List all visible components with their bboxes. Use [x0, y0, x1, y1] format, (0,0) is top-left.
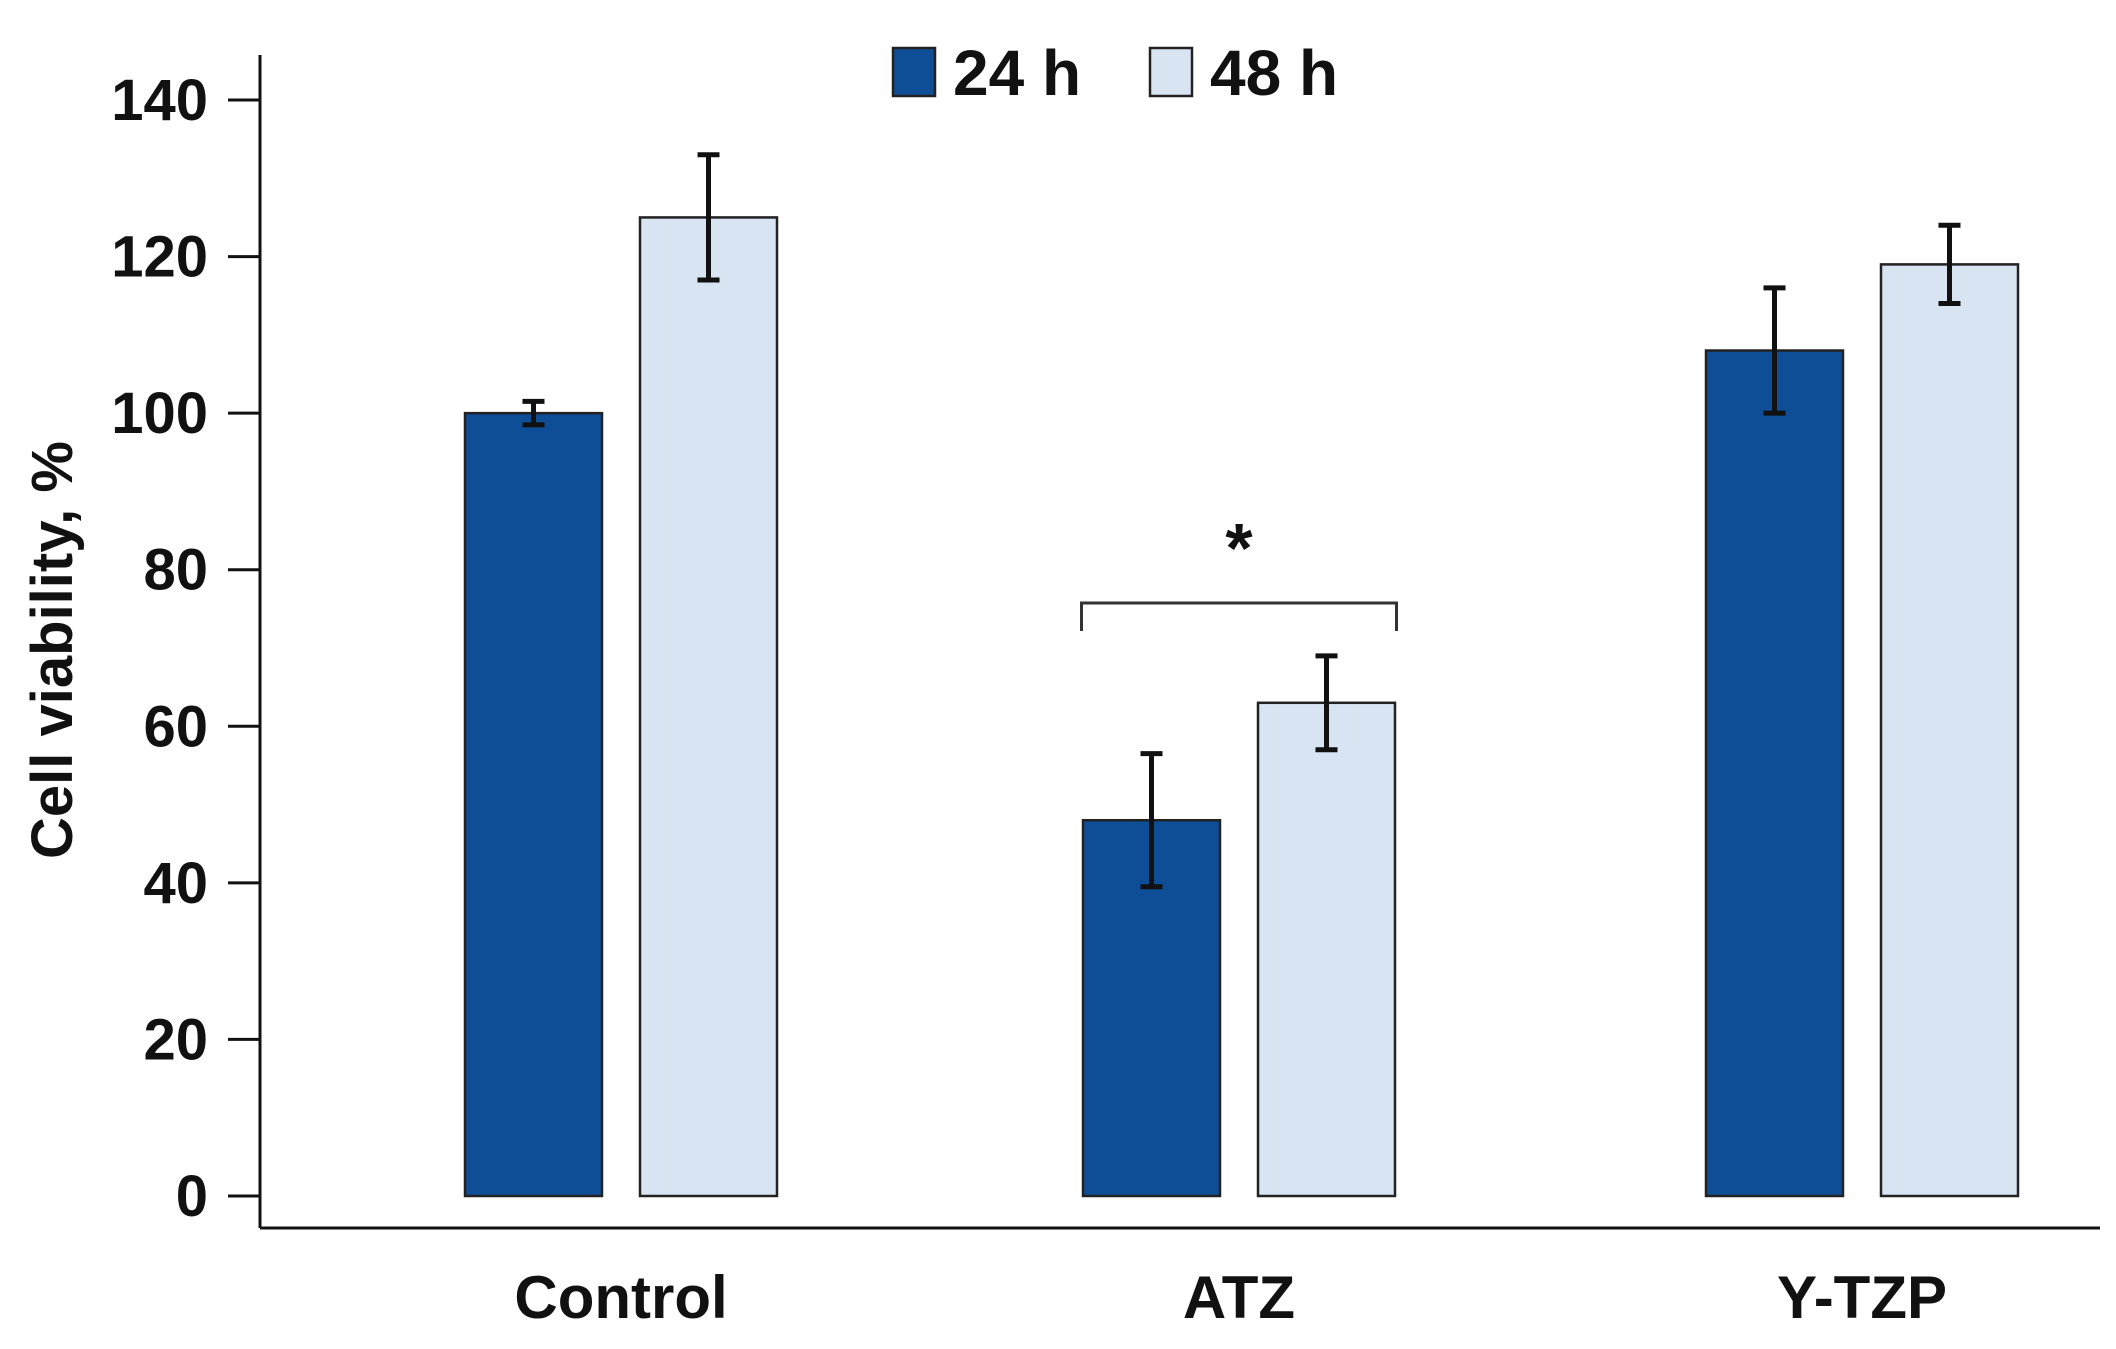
y-axis-title: Cell viability, % [20, 441, 85, 859]
y-tick-label: 40 [143, 851, 208, 916]
annotations: * [1080, 509, 1398, 631]
bar-48h-atz [1256, 701, 1397, 1198]
legend-swatch [891, 46, 937, 98]
legend: 24 h 48 h [891, 37, 1338, 109]
y-tick-label: 120 [111, 225, 208, 290]
bar-24h-y-tzp [1704, 349, 1845, 1198]
significance-asterisk: * [1225, 509, 1253, 587]
y-tick-label: 20 [143, 1007, 208, 1072]
bars [463, 216, 2020, 1198]
error-bars [522, 152, 1961, 890]
y-tick-label: 0 [176, 1164, 208, 1229]
y-tick-label: 140 [111, 68, 208, 133]
bar-48h-control [638, 216, 779, 1198]
x-category-label: ATZ [1183, 1264, 1295, 1331]
category-labels: Control ATZ Y-TZP [514, 1264, 1947, 1331]
bar-24h-control [463, 411, 604, 1198]
legend-label: 24 h [953, 37, 1081, 109]
legend-label: 48 h [1210, 37, 1338, 109]
legend-swatch [1148, 46, 1194, 98]
x-category-label: Control [514, 1264, 727, 1331]
axes: 0 20 40 60 80 100 120 140 [111, 55, 2100, 1230]
x-category-label: Y-TZP [1777, 1264, 1947, 1331]
y-tick-label: 80 [143, 538, 208, 603]
bar-48h-y-tzp [1879, 263, 2020, 1198]
y-ticks: 0 20 40 60 80 100 120 140 [111, 68, 260, 1229]
y-tick-label: 60 [143, 694, 208, 759]
significance-bracket [1080, 601, 1398, 631]
y-tick-label: 100 [111, 381, 208, 446]
